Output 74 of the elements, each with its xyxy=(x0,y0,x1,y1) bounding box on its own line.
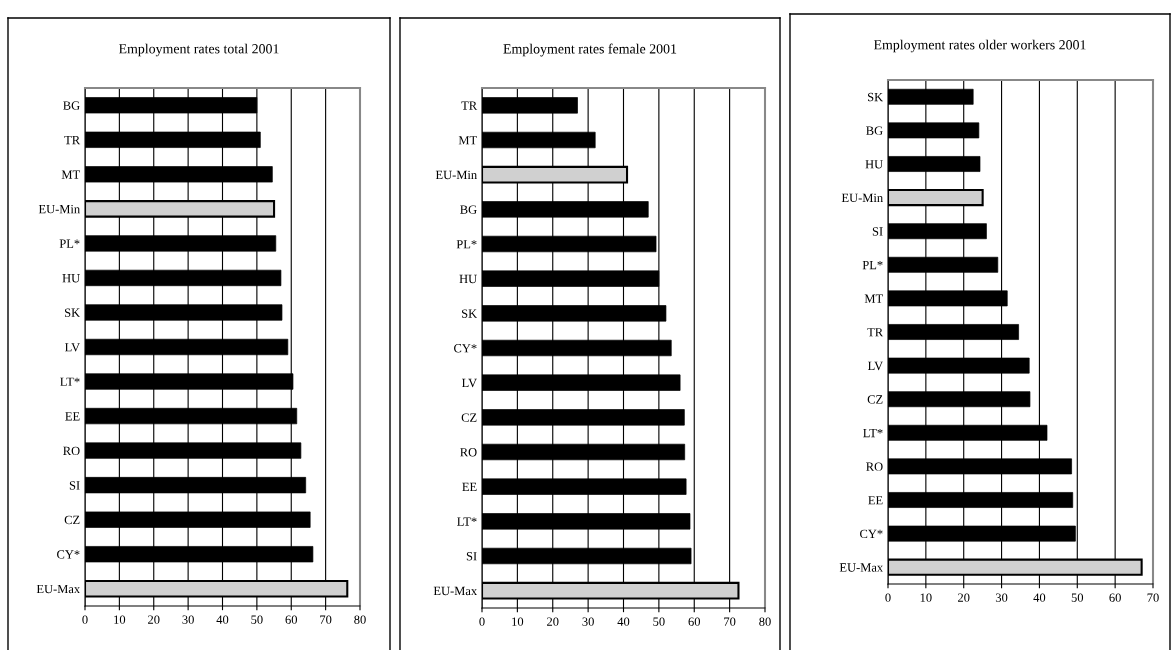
y-tick-label: LT* xyxy=(863,428,883,438)
y-tick-label: EU-Min xyxy=(435,170,477,180)
y-tick-label: EE xyxy=(462,482,477,491)
x-tick-label: 60 xyxy=(1109,593,1121,602)
y-tick-label: MT xyxy=(458,136,477,145)
y-tick-label: HU xyxy=(459,274,477,284)
x-tick-label: 0 xyxy=(885,593,891,602)
y-tick-label: BG xyxy=(866,126,883,135)
y-tick-label: SK xyxy=(462,309,478,318)
y-tick-label: PL* xyxy=(456,240,477,249)
chart-title: Employment rates female 2001 xyxy=(503,43,677,57)
x-tick-label: 30 xyxy=(995,593,1008,602)
x-tick-label: 10 xyxy=(114,615,126,624)
y-tick-label: LT* xyxy=(457,517,477,526)
y-tick-label: SK xyxy=(65,308,81,317)
y-tick-label: LV xyxy=(461,378,477,388)
y-tick-label: LV xyxy=(867,361,883,371)
x-tick-label: 80 xyxy=(759,617,771,626)
x-tick-label: 40 xyxy=(216,615,229,624)
x-tick-label: 10 xyxy=(920,593,932,602)
y-tick-label: EE xyxy=(868,496,883,505)
y-tick-label: MT xyxy=(864,294,883,303)
y-tick-label: RO xyxy=(63,446,80,456)
x-tick-label: 40 xyxy=(1033,593,1046,602)
y-tick-label: LV xyxy=(64,343,80,352)
y-tick-label: EU-Max xyxy=(433,586,477,596)
y-tick-label: CZ xyxy=(867,395,883,404)
y-tick-label: CY* xyxy=(57,550,80,559)
y-tick-label: PL* xyxy=(59,239,80,248)
y-tick-label: RO xyxy=(866,462,883,471)
y-tick-label: SK xyxy=(868,92,884,102)
x-tick-label: 30 xyxy=(182,615,194,624)
y-tick-label: EU-Min xyxy=(841,193,883,203)
y-tick-label: BG xyxy=(460,205,477,214)
y-tick-label: MT xyxy=(61,170,80,179)
y-tick-label: LT* xyxy=(60,377,80,386)
x-tick-label: 60 xyxy=(285,615,298,624)
y-tick-label: CY* xyxy=(454,344,477,353)
x-tick-label: 20 xyxy=(547,617,559,626)
y-tick-label: CZ xyxy=(461,413,477,422)
chart-title: Employment rates total 2001 xyxy=(118,43,279,57)
y-tick-label: RO xyxy=(460,448,477,457)
x-tick-label: 70 xyxy=(1147,593,1159,602)
x-tick-label: 60 xyxy=(688,617,701,626)
x-tick-label: 30 xyxy=(582,617,594,626)
x-tick-label: 50 xyxy=(251,615,263,624)
y-tick-label: HU xyxy=(865,160,883,169)
y-tick-label: TR xyxy=(461,101,478,110)
x-tick-label: 0 xyxy=(82,615,88,624)
y-tick-label: EE xyxy=(65,412,80,421)
x-tick-label: 70 xyxy=(320,615,332,624)
y-tick-label: BG xyxy=(63,101,80,110)
y-tick-label: SI xyxy=(872,227,883,236)
x-tick-label: 20 xyxy=(148,615,160,624)
y-tick-label: EU-Min xyxy=(38,204,80,214)
y-tick-label: HU xyxy=(62,274,80,283)
y-tick-label: SI xyxy=(69,481,80,490)
y-tick-label: TR xyxy=(867,328,884,337)
y-tick-label: TR xyxy=(64,135,81,145)
x-tick-label: 50 xyxy=(653,617,665,626)
y-tick-label: SI xyxy=(466,552,477,561)
x-tick-label: 20 xyxy=(958,593,970,602)
x-tick-label: 0 xyxy=(479,617,485,626)
x-tick-label: 70 xyxy=(724,617,736,626)
x-tick-label: 80 xyxy=(354,615,366,624)
y-tick-label: CZ xyxy=(64,515,80,525)
x-tick-label: 40 xyxy=(617,617,630,626)
y-tick-label: PL* xyxy=(862,260,883,270)
x-tick-label: 50 xyxy=(1071,593,1084,602)
chart-title: Employment rates older workers 2001 xyxy=(873,39,1086,53)
y-tick-label: EU-Max xyxy=(36,584,80,594)
x-tick-label: 10 xyxy=(512,617,524,626)
y-tick-label: CY* xyxy=(860,529,883,539)
y-tick-label: EU-Max xyxy=(839,563,883,572)
